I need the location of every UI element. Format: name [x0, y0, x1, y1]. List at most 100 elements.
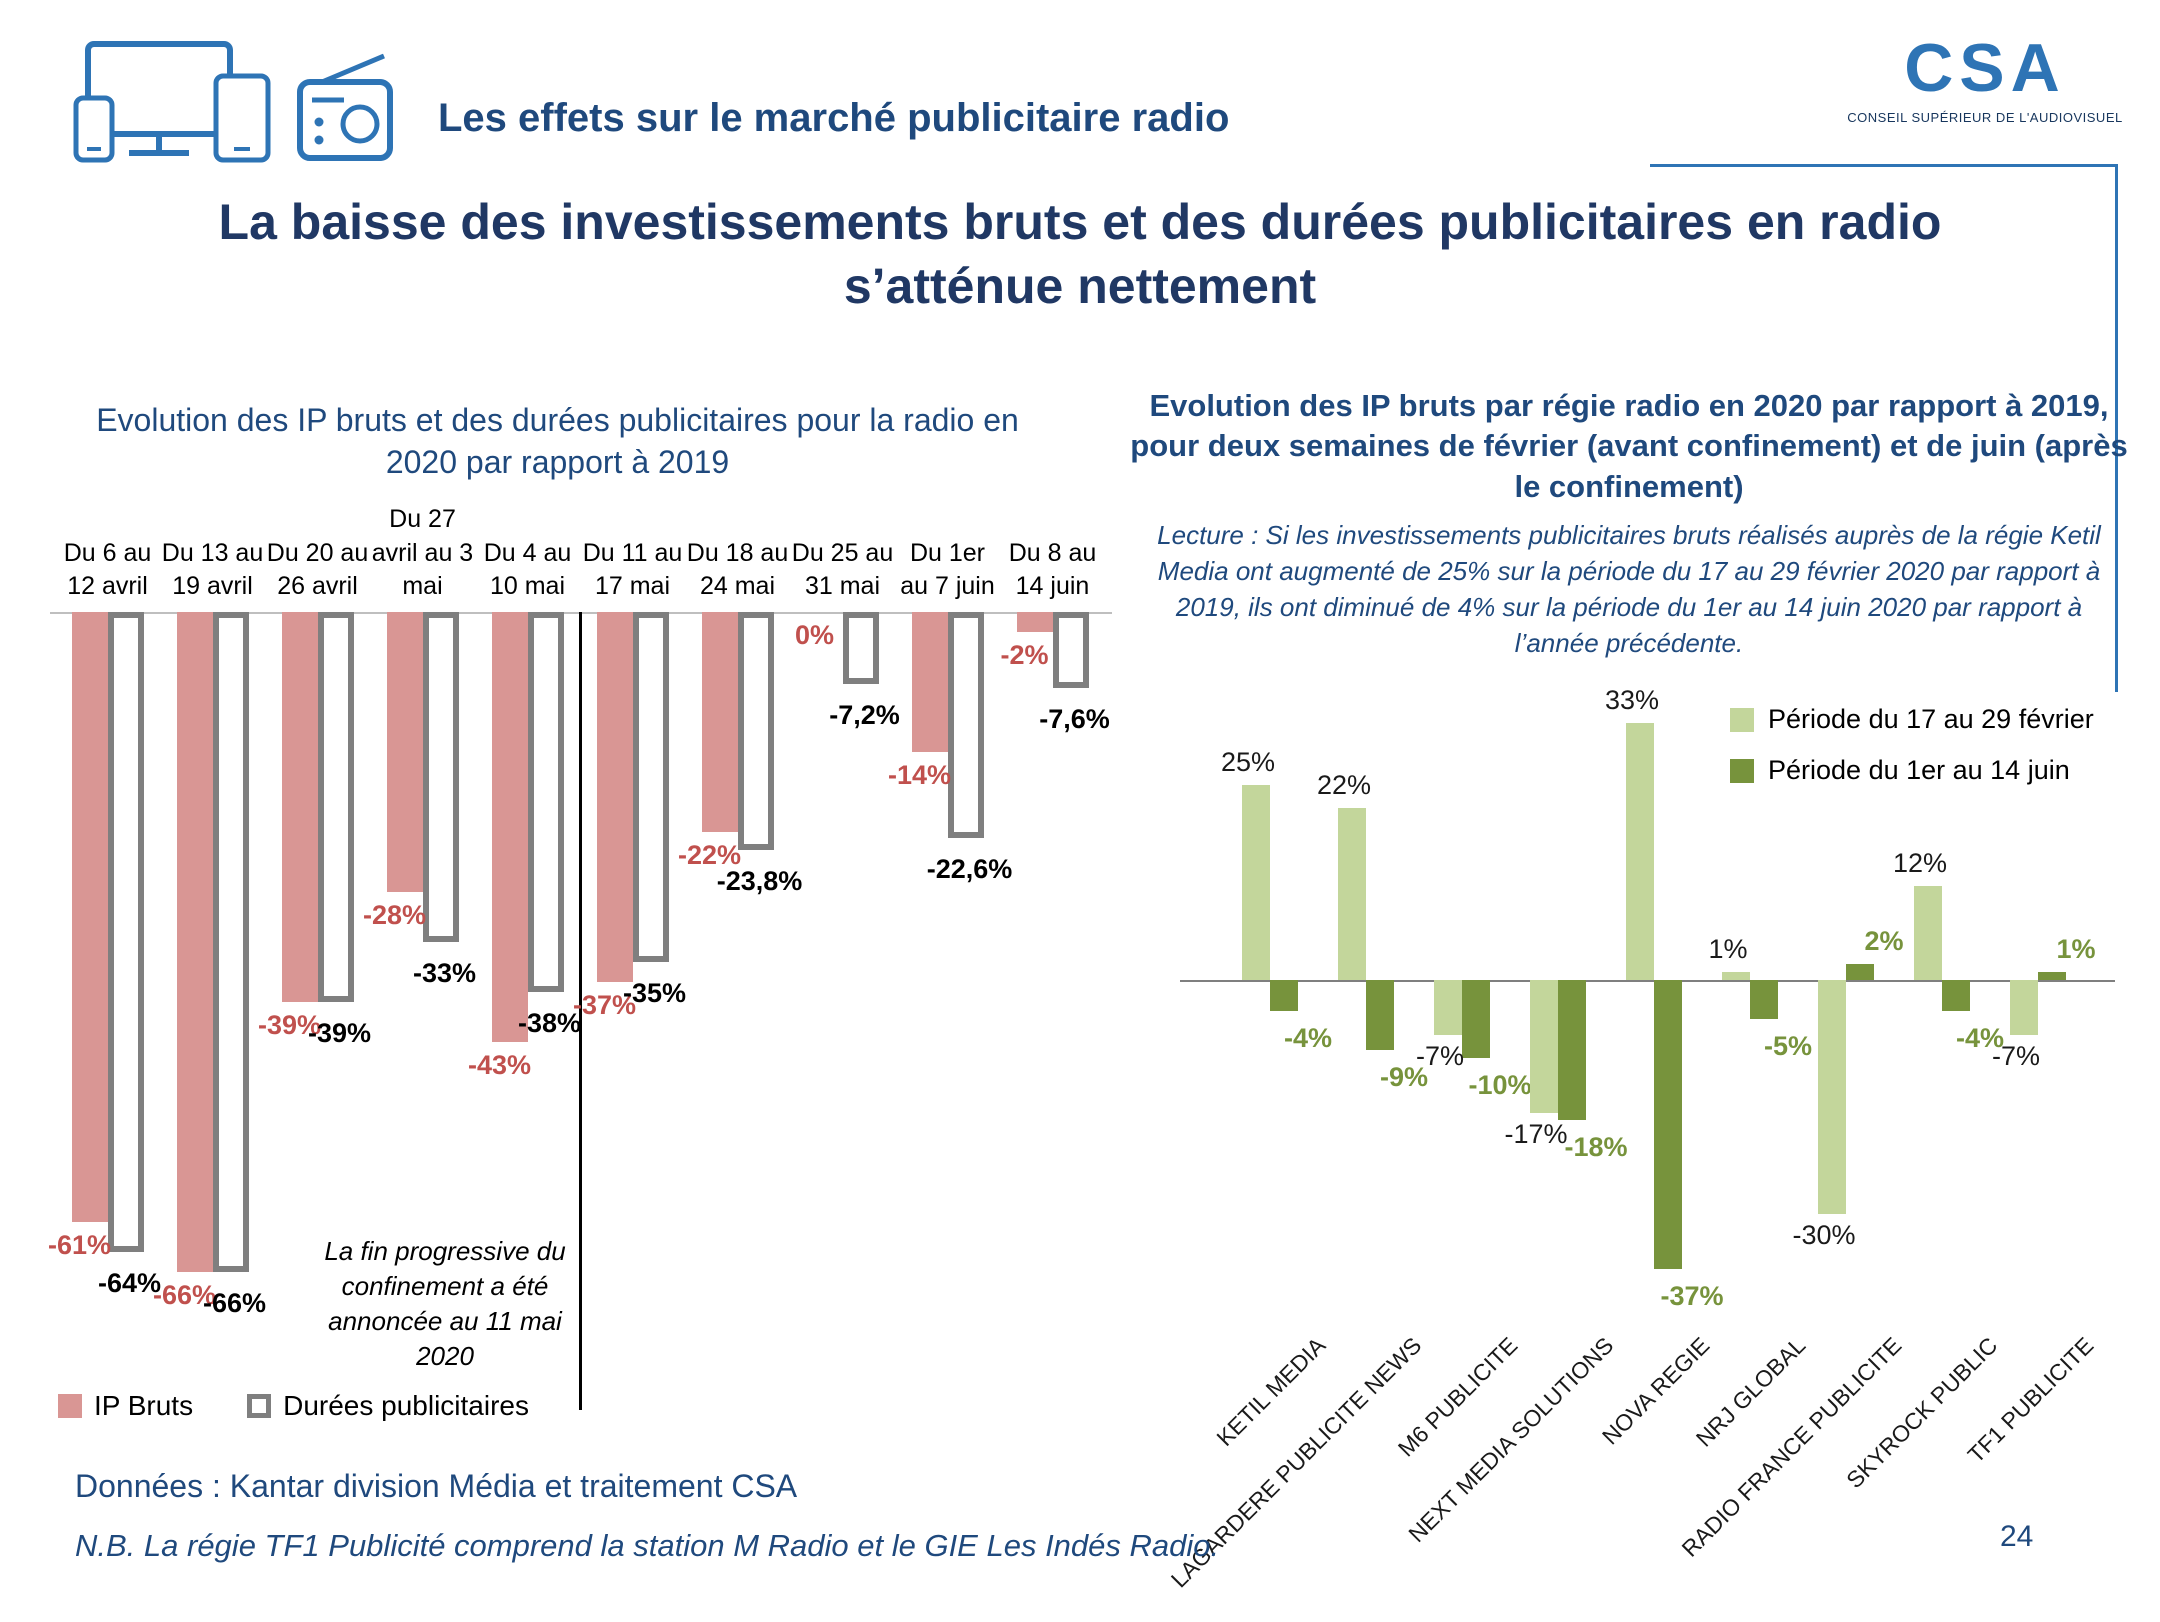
- juin-bar: [1942, 980, 1970, 1011]
- juin-value: -18%: [1564, 1132, 1628, 1162]
- header-rule-vertical: [2115, 164, 2118, 692]
- regie-chart-plot: Période du 17 au 29 février Période du 1…: [1130, 660, 2145, 1620]
- juin-bar: [1750, 980, 1778, 1019]
- regie-axis-label: NEXT MEDIA SOLUTIONS: [1403, 1332, 1619, 1548]
- durees-bar: [107, 612, 144, 1252]
- weekly-chart-plot: La fin progressive du confinement a été …: [40, 490, 1125, 1455]
- juin-bar: [1270, 980, 1298, 1011]
- durees-value: -22,6%: [926, 854, 1013, 884]
- right-chart-title: Evolution des IP bruts par régie radio e…: [1130, 388, 2128, 504]
- juin-swatch: [1730, 758, 1754, 783]
- durees-value: -23,8%: [716, 866, 803, 896]
- juin-value: -10%: [1468, 1070, 1532, 1100]
- durees-value: -38%: [517, 1008, 582, 1038]
- juin-value: -37%: [1660, 1281, 1724, 1311]
- weekly-axis-label: Du 13 au 19 avril: [161, 538, 264, 601]
- weekly-axis-label: Du 8 au 14 juin: [1008, 538, 1097, 601]
- juin-bar: [2038, 972, 2066, 980]
- fevrier-legend-label: Période du 17 au 29 février: [1768, 704, 2094, 734]
- weekly-axis-label: Du 4 au 10 mai: [483, 538, 572, 601]
- ip-bruts-bar: [701, 612, 738, 832]
- ip-bruts-bar: [281, 612, 318, 1002]
- durees-value: -64%: [97, 1268, 162, 1298]
- weekly-axis-label: Du 18 au 24 mai: [686, 538, 789, 601]
- csa-logo-caption: CONSEIL SUPÉRIEUR DE L'AUDIOVISUEL: [1847, 110, 2123, 125]
- durees-value: -7,6%: [1039, 704, 1110, 734]
- durees-value: -66%: [202, 1288, 267, 1318]
- durees-legend-label: Durées publicitaires: [283, 1390, 529, 1421]
- ip-bruts-bar: [1016, 612, 1053, 632]
- ip-bruts-value: 0%: [794, 620, 835, 650]
- juin-bar: [1558, 980, 1586, 1120]
- radio-icon-svg: [297, 53, 393, 161]
- main-title: La baisse des investissements bruts et d…: [218, 194, 1942, 314]
- ip-bruts-bar: [491, 612, 528, 1042]
- fevrier-bar: [1434, 980, 1462, 1035]
- durees-value: -7,2%: [829, 700, 900, 730]
- ip-bruts-bar: [386, 612, 423, 892]
- legend-item-juin: Période du 1er au 14 juin: [1730, 755, 2094, 786]
- left-chart-legend: IP Bruts Durées publicitaires: [58, 1390, 529, 1422]
- ip-bruts-value: -43%: [467, 1050, 532, 1080]
- confinement-annotation: La fin progressive du confinement a été …: [324, 1236, 566, 1372]
- confinement-separator-line: [579, 612, 582, 1410]
- ip-bruts-bar: [911, 612, 948, 752]
- radio-icon: [292, 50, 397, 173]
- ip-bruts-value: -37%: [572, 990, 637, 1020]
- durees-bar: [317, 612, 354, 1002]
- durees-bar: [947, 612, 984, 838]
- fevrier-value: 1%: [1708, 934, 1748, 964]
- fevrier-value: 25%: [1220, 747, 1276, 777]
- fevrier-value: 33%: [1604, 685, 1660, 715]
- legend-item-durees: Durées publicitaires: [247, 1390, 529, 1422]
- fevrier-bar: [1530, 980, 1558, 1113]
- ip-bruts-value: -14%: [887, 760, 952, 790]
- ip-bruts-bar: [71, 612, 108, 1222]
- fevrier-value: -7%: [1991, 1041, 2040, 1071]
- devices-icon: [72, 36, 272, 176]
- juin-bar: [1654, 980, 1682, 1269]
- durees-value: -35%: [622, 978, 687, 1008]
- juin-bar: [1462, 980, 1490, 1058]
- left-chart-title: Evolution des IP bruts et des durées pub…: [96, 402, 1019, 480]
- durees-value: -39%: [307, 1018, 372, 1048]
- fevrier-bar: [1722, 972, 1750, 980]
- ip-bruts-legend-label: IP Bruts: [94, 1390, 194, 1421]
- header-rule-horizontal: [1650, 164, 2118, 167]
- legend-item-fevrier: Période du 17 au 29 février: [1730, 704, 2094, 735]
- durees-bar: [737, 612, 774, 850]
- ip-bruts-value: -61%: [47, 1230, 112, 1260]
- juin-value: 2%: [1864, 926, 1904, 956]
- fevrier-value: -30%: [1792, 1220, 1856, 1250]
- fevrier-swatch: [1730, 707, 1754, 732]
- fevrier-value: 12%: [1892, 848, 1948, 878]
- ip-bruts-swatch: [58, 1394, 82, 1418]
- fevrier-value: -17%: [1504, 1119, 1568, 1149]
- right-chart-legend: Période du 17 au 29 février Période du 1…: [1730, 704, 2094, 786]
- ip-bruts-bar: [176, 612, 213, 1272]
- juin-value: 1%: [2056, 934, 2096, 964]
- fevrier-bar: [1914, 886, 1942, 980]
- fevrier-value: 22%: [1316, 770, 1372, 800]
- fevrier-bar: [1242, 785, 1270, 980]
- juin-legend-label: Période du 1er au 14 juin: [1768, 755, 2070, 785]
- juin-bar: [1366, 980, 1394, 1050]
- durees-bar: [422, 612, 459, 942]
- juin-value: -4%: [1955, 1023, 2004, 1053]
- data-source: Données : Kantar division Média et trait…: [75, 1468, 798, 1504]
- fevrier-bar: [2010, 980, 2038, 1035]
- durees-bar: [632, 612, 669, 962]
- weekly-axis-label: Du 6 au 12 avril: [63, 538, 152, 601]
- durees-swatch: [247, 1394, 272, 1418]
- fevrier-bar: [1818, 980, 1846, 1214]
- csa-logo-text: CSA: [1904, 30, 2066, 106]
- durees-bar: [527, 612, 564, 992]
- juin-value: -9%: [1379, 1062, 1428, 1092]
- right-chart-baseline-axis: [1180, 980, 2115, 982]
- juin-value: -5%: [1763, 1031, 1812, 1061]
- ip-bruts-bar: [596, 612, 633, 982]
- legend-item-ip-bruts: IP Bruts: [58, 1390, 193, 1422]
- section-title: Les effets sur le marché publicitaire ra…: [438, 96, 1230, 140]
- fevrier-value: -7%: [1415, 1041, 1464, 1071]
